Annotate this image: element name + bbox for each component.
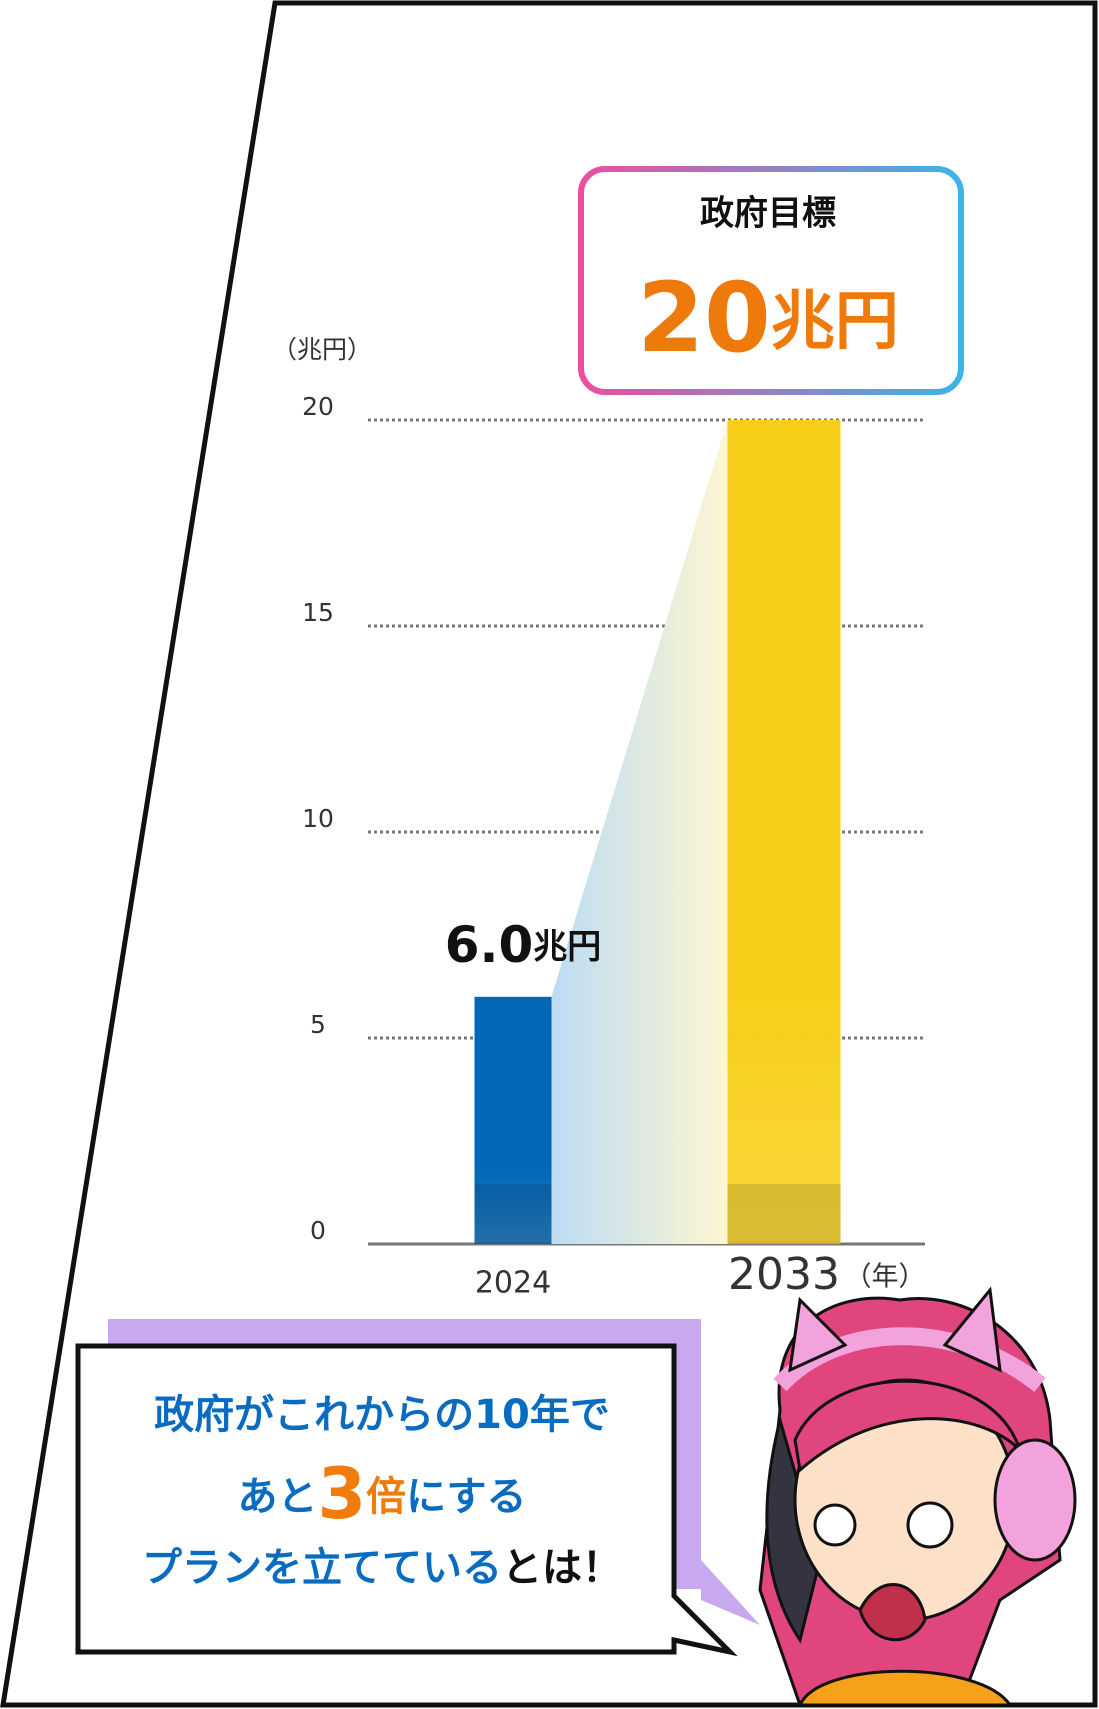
value-number: 6.0 [445,916,534,974]
y-unit: （兆円） [272,335,372,364]
bar [727,420,841,1244]
bar [474,996,552,1244]
y-tick-label: 5 [310,1010,326,1039]
character [758,1286,1077,1707]
y-tick-label: 20 [302,392,334,421]
x-tick-label: 2033 [728,1249,840,1300]
value-label: 6.0兆円 [445,916,602,974]
x-unit: （年） [845,1262,926,1293]
growth-shading [551,420,728,1244]
speech-segment: とは！ [502,1545,622,1591]
speech-line: あと3倍にする [237,1453,526,1535]
speech-segment: にする [406,1474,526,1520]
value-unit: 兆円 [533,927,601,967]
target-number: 20 [637,262,771,374]
speech-segment: あと [237,1474,317,1520]
speech-segment: 政府がこれからの10年で [154,1392,610,1438]
target-unit: 兆円 [771,285,899,359]
speech-segment: プランを立てている [142,1545,502,1591]
bar-shade [474,1184,552,1244]
target-title: 政府目標 [700,194,836,234]
y-tick-label: 0 [310,1216,326,1245]
speech-line: 政府がこれからの10年で [154,1392,610,1438]
target-box [578,166,964,395]
target-value: 20兆円 [637,262,899,374]
speech-segment: 3 [317,1453,366,1535]
y-tick-label: 15 [302,598,334,627]
x-tick-label: 2024 [475,1266,551,1301]
bar-shade [727,1184,841,1244]
speech-line: プランを立てているとは！ [142,1545,622,1591]
y-tick-label: 10 [302,804,334,833]
speech-segment: 倍 [366,1474,406,1520]
